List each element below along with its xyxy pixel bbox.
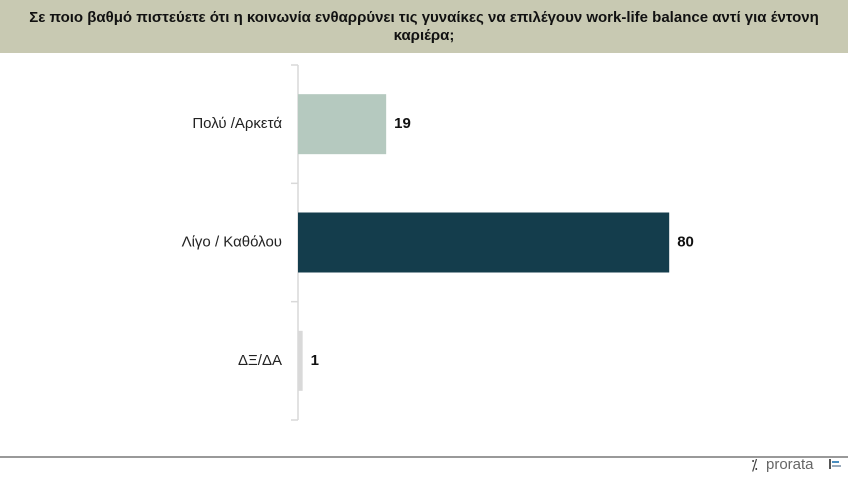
chart-title: Σε ποιο βαθμό πιστεύετε ότι η κοινωνία ε… [29, 8, 819, 44]
y-tick-label: Λίγο / Καθόλου [182, 233, 282, 250]
y-tick-label: ΔΞ/ΔΑ [238, 352, 282, 369]
bar [298, 212, 670, 273]
header: Σε ποιο βαθμό πιστεύετε ότι η κοινωνία ε… [0, 0, 848, 53]
bar [298, 94, 387, 155]
bar [298, 330, 303, 391]
logo-icon: ⁒ [751, 457, 758, 474]
data-label: 80 [677, 233, 694, 250]
data-label: 19 [394, 115, 411, 132]
logo-bars [829, 459, 841, 469]
data-label: 1 [311, 352, 319, 369]
y-tick-label: Πολύ /Αρκετά [192, 115, 282, 132]
brand: prorata [766, 456, 814, 473]
